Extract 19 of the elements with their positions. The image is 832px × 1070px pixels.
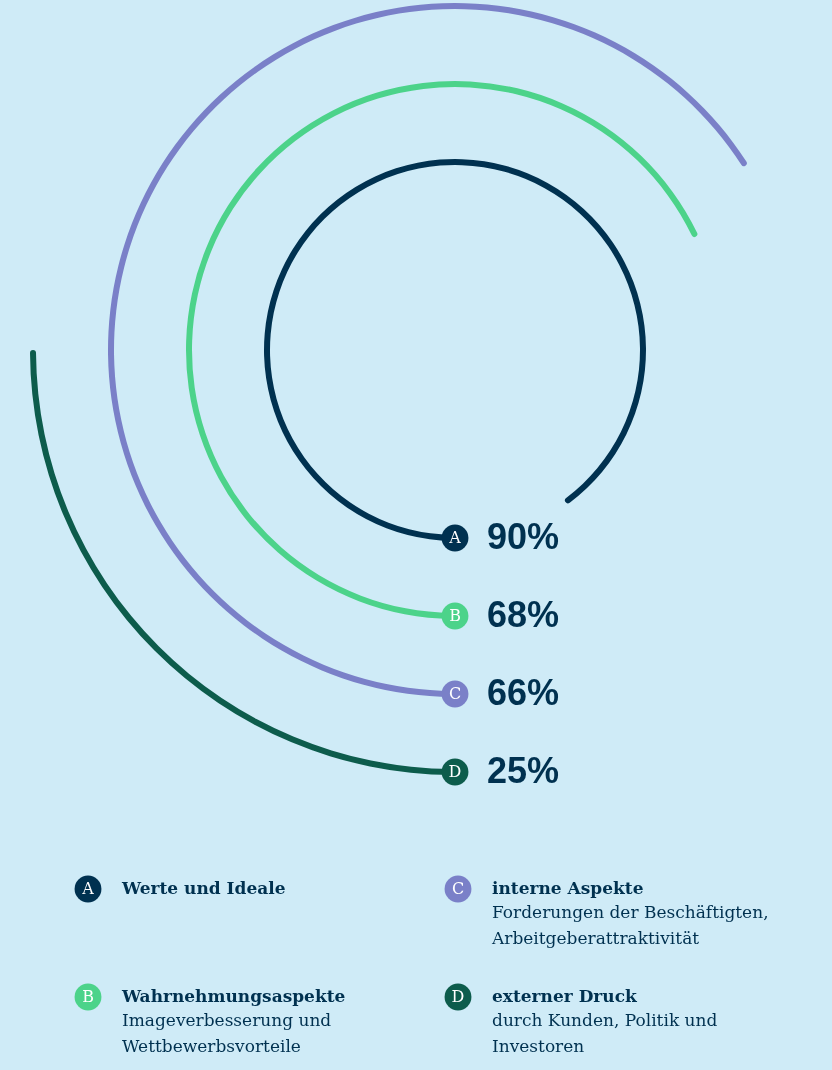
- text: Wahrnehmungsaspekte: [121, 986, 346, 1006]
- category-label: A: [82, 879, 94, 898]
- category-label: D: [448, 762, 462, 781]
- category-label: C: [451, 879, 465, 898]
- category-label: B: [82, 987, 94, 1006]
- text: Forderungen der Beschäftigten, Arbeitgeberattraktivität: [491, 902, 769, 948]
- data-label: 68%: [487, 594, 560, 635]
- data-label: 66%: [487, 672, 560, 713]
- category-label: B: [449, 606, 461, 625]
- data-label: 25%: [487, 750, 560, 791]
- text: Werte und Ideale: [121, 878, 286, 898]
- text: interne Aspekte: [492, 878, 644, 898]
- category-label: D: [451, 987, 465, 1006]
- text: durch Kunden, Politik und Investoren: [492, 1010, 718, 1056]
- category-label: C: [448, 684, 462, 703]
- category-label: A: [448, 528, 462, 547]
- text: Imageverbesserung und Wettbewerbsvorteile: [122, 1010, 332, 1056]
- data-label: 90%: [487, 516, 560, 557]
- text: externer Druck: [492, 986, 639, 1006]
